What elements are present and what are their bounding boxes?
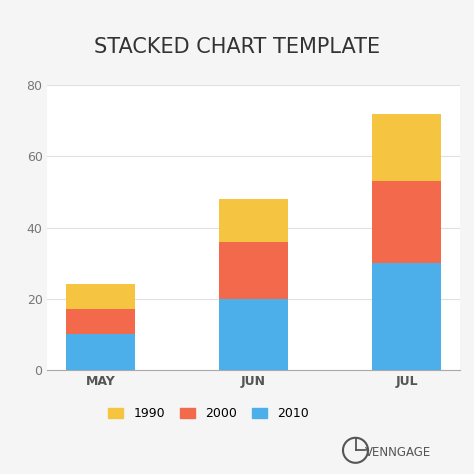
Bar xyxy=(372,182,441,263)
Bar xyxy=(66,334,135,370)
Text: VENNGAGE: VENNGAGE xyxy=(365,446,431,459)
Bar xyxy=(372,114,441,182)
Bar xyxy=(219,199,288,242)
Bar xyxy=(66,284,135,310)
Legend: 1990, 2000, 2010: 1990, 2000, 2010 xyxy=(103,402,314,425)
Bar xyxy=(219,242,288,299)
Text: STACKED CHART TEMPLATE: STACKED CHART TEMPLATE xyxy=(94,37,380,57)
Bar xyxy=(66,310,135,334)
Bar xyxy=(372,263,441,370)
Bar xyxy=(219,299,288,370)
